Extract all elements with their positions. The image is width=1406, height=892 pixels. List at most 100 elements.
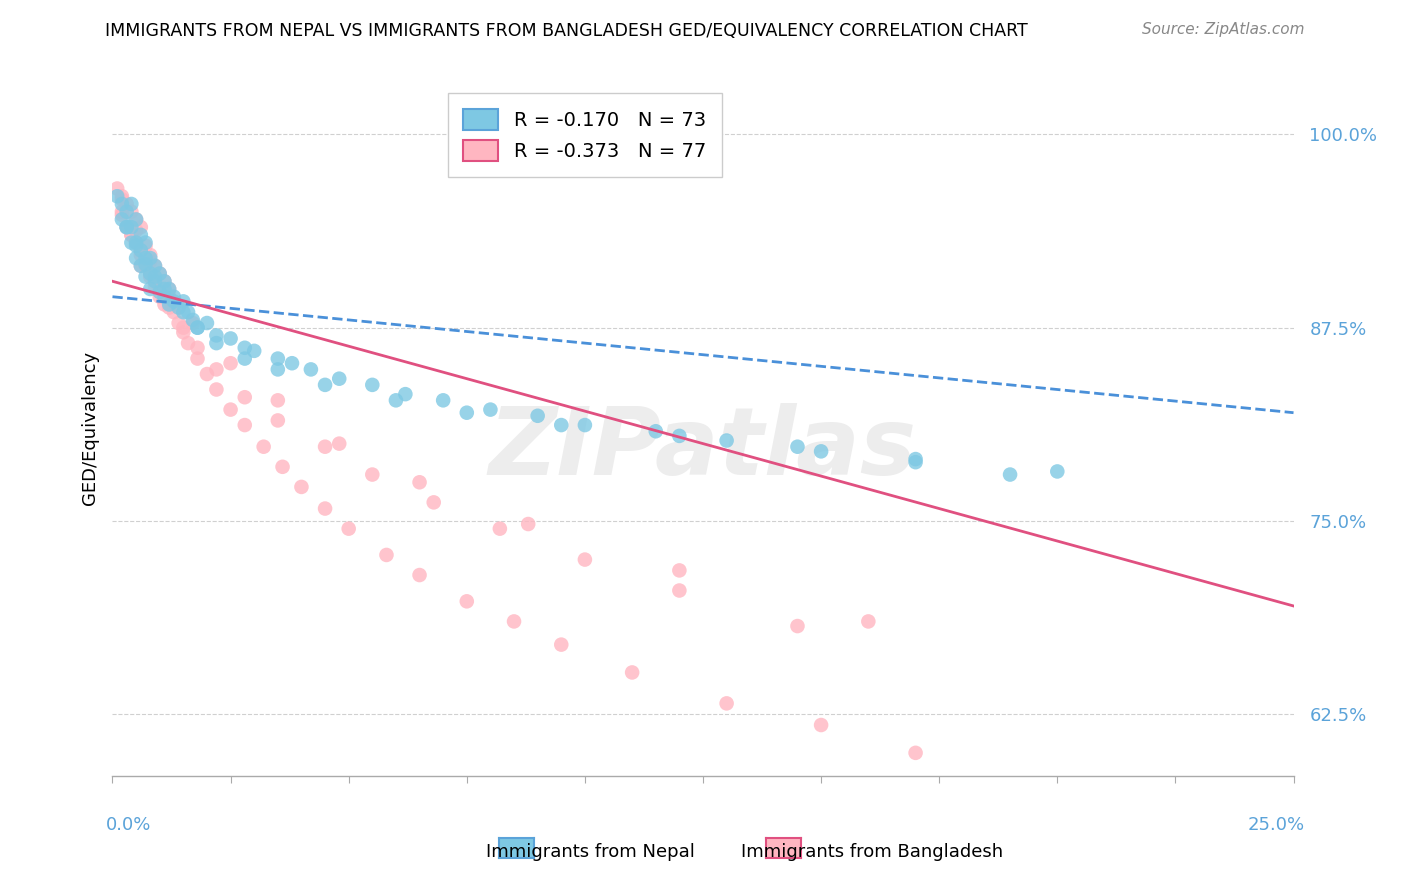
Point (139, 269, 162, 284)
Point (337, 522, 360, 536)
Point (172, 305, 194, 319)
Point (186, 351, 208, 366)
Point (550, 418, 572, 433)
Text: Immigrants from Bangladesh: Immigrants from Bangladesh (741, 843, 1002, 861)
Point (574, 418, 596, 433)
Point (120, 227, 142, 242)
Point (129, 259, 152, 273)
Point (550, 638, 572, 652)
Point (233, 390, 256, 404)
Point (489, 522, 512, 536)
Point (267, 413, 290, 427)
Point (143, 279, 166, 293)
Point (135, 269, 157, 284)
Point (135, 238, 157, 252)
Point (786, 440, 808, 454)
Point (385, 393, 408, 408)
Point (149, 267, 172, 281)
Point (129, 244, 152, 258)
Point (205, 328, 228, 343)
Point (172, 326, 194, 340)
Point (143, 259, 166, 273)
Point (644, 424, 666, 438)
Point (267, 393, 290, 408)
Point (120, 227, 142, 242)
Point (111, 208, 134, 222)
Point (139, 251, 162, 265)
Point (186, 341, 208, 355)
Point (149, 285, 172, 299)
Point (172, 320, 194, 334)
Point (125, 235, 148, 250)
Point (125, 223, 148, 237)
Point (195, 316, 218, 330)
Point (253, 440, 276, 454)
Point (153, 290, 176, 304)
Point (125, 251, 148, 265)
Point (157, 282, 180, 296)
Point (172, 294, 194, 309)
Point (904, 746, 927, 760)
Point (177, 305, 200, 319)
Point (120, 204, 142, 219)
Point (408, 568, 430, 582)
Point (111, 204, 134, 219)
Point (135, 251, 157, 265)
Point (157, 301, 180, 315)
Point (139, 282, 162, 296)
Point (361, 467, 384, 482)
Y-axis label: GED/Equivalency: GED/Equivalency (80, 351, 98, 505)
Point (328, 436, 350, 450)
Point (716, 697, 738, 711)
Point (668, 563, 690, 577)
Point (271, 459, 294, 474)
Point (149, 267, 172, 281)
Point (115, 220, 138, 235)
Point (375, 548, 398, 562)
Point (328, 372, 350, 386)
Point (290, 480, 312, 494)
Point (129, 244, 152, 258)
Point (115, 197, 138, 211)
Point (267, 351, 290, 366)
Point (111, 189, 134, 203)
Point (139, 254, 162, 268)
Point (163, 305, 186, 319)
Point (129, 227, 152, 242)
Point (668, 583, 690, 598)
Point (456, 594, 478, 608)
Point (139, 267, 162, 281)
Point (135, 259, 157, 273)
Point (1046, 465, 1069, 479)
Point (135, 235, 157, 250)
Point (115, 220, 138, 235)
Point (153, 274, 176, 288)
Point (143, 259, 166, 273)
Text: Source: ZipAtlas.com: Source: ZipAtlas.com (1142, 22, 1305, 37)
Point (394, 387, 416, 401)
Point (157, 297, 180, 311)
Point (195, 367, 218, 381)
Point (167, 316, 190, 330)
Point (149, 290, 172, 304)
Point (153, 282, 176, 296)
Point (115, 204, 138, 219)
Point (233, 351, 256, 366)
Point (120, 235, 142, 250)
Point (432, 393, 454, 408)
Point (810, 718, 832, 732)
Point (129, 259, 152, 273)
Point (998, 467, 1021, 482)
Point (281, 356, 304, 370)
Point (858, 615, 880, 629)
Point (205, 336, 228, 351)
Point (105, 181, 128, 195)
Point (219, 356, 242, 370)
Point (904, 455, 927, 469)
Point (157, 282, 180, 296)
Point (153, 274, 176, 288)
Point (125, 212, 148, 227)
Point (205, 362, 228, 376)
Point (111, 192, 134, 206)
Point (314, 377, 336, 392)
